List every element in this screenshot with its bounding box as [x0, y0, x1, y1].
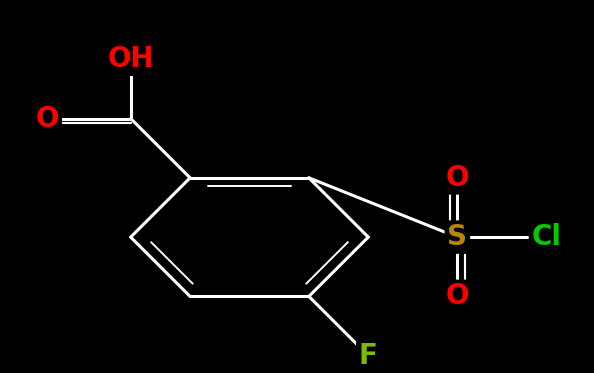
Text: F: F [359, 342, 378, 370]
Text: O: O [36, 104, 59, 132]
Text: S: S [447, 223, 467, 251]
Text: O: O [446, 164, 469, 192]
Text: O: O [446, 282, 469, 310]
Text: Cl: Cl [532, 223, 561, 251]
Text: OH: OH [108, 45, 154, 73]
